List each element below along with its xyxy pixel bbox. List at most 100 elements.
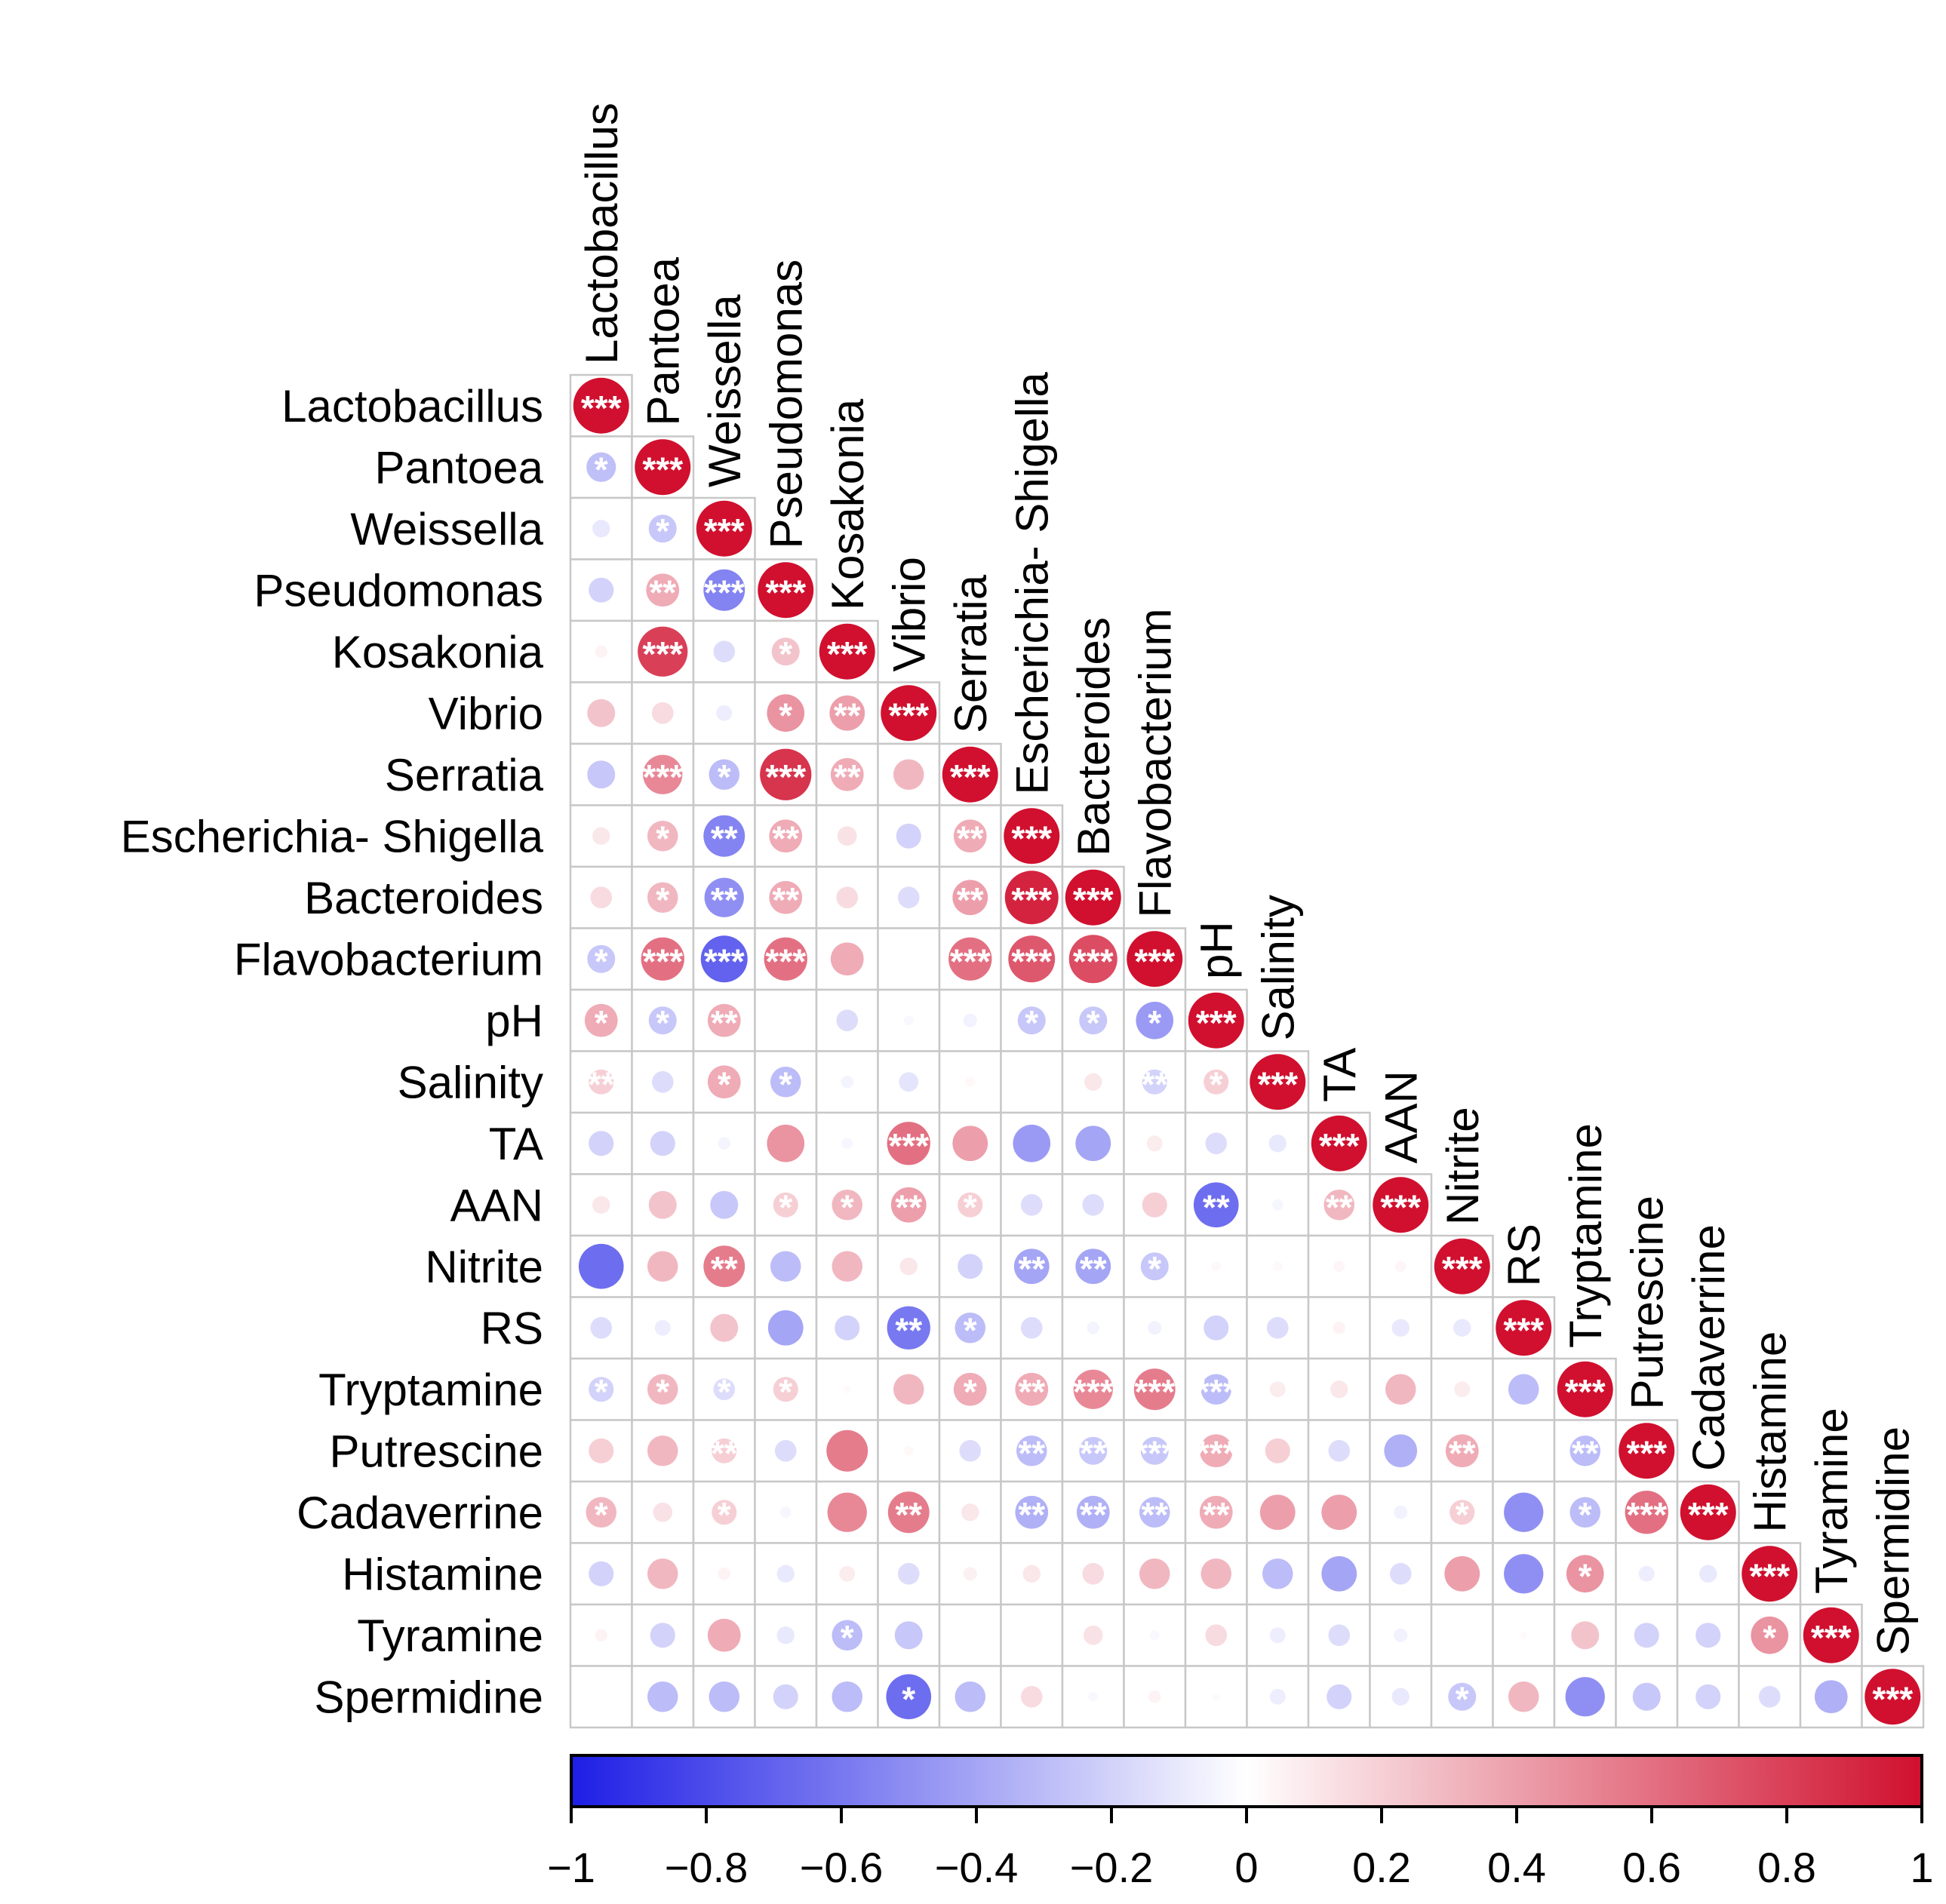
correlation-circle [651, 1070, 674, 1093]
significance-mark: ** [588, 1064, 615, 1104]
correlation-circle [894, 1621, 923, 1650]
correlation-circle [1508, 1374, 1539, 1405]
column-label: Weissella [699, 294, 750, 487]
correlation-circle [592, 827, 610, 845]
significance-mark: * [779, 1064, 792, 1104]
correlation-circle [710, 1313, 739, 1342]
correlation-circle [1373, 1177, 1429, 1233]
significance-mark: ** [1018, 1495, 1045, 1534]
grid-cell [631, 558, 695, 622]
significance-mark: ** [772, 818, 799, 858]
correlation-circle [955, 1681, 986, 1712]
row-label: Nitrite [425, 1242, 543, 1292]
correlation-circle [1333, 1261, 1345, 1273]
correlation-circle [836, 1009, 859, 1032]
correlation-circle [1699, 1565, 1717, 1583]
correlation-circle [1083, 1625, 1103, 1645]
significance-mark: * [964, 1187, 977, 1227]
correlation-circle [887, 1491, 930, 1534]
significance-mark: * [718, 1064, 731, 1104]
correlation-circle [595, 1629, 608, 1642]
significance-mark: ** [1018, 1433, 1045, 1473]
correlation-circle [1448, 1682, 1477, 1711]
correlation-circle [1266, 1316, 1289, 1339]
correlation-circle [1188, 992, 1244, 1049]
column-label: pH [1191, 921, 1242, 979]
correlation-circle [760, 748, 812, 800]
row-label: Kosakonia [332, 627, 544, 677]
correlation-circle [887, 1122, 930, 1165]
grid-cell [569, 742, 633, 806]
significance-mark: ** [1141, 1064, 1168, 1104]
column-label: RS [1499, 1224, 1549, 1286]
column-label: Spermidine [1868, 1426, 1918, 1656]
significance-mark: * [779, 634, 792, 674]
correlation-circle [718, 1567, 731, 1580]
correlation-circle [843, 1385, 851, 1393]
correlation-circle [718, 1137, 731, 1150]
significance-mark: *** [1134, 1433, 1175, 1473]
correlation-circle [712, 1438, 737, 1463]
correlation-circle [896, 823, 921, 849]
correlation-circle [1079, 1006, 1108, 1035]
correlation-circle [1814, 1680, 1848, 1714]
correlation-circle [638, 626, 688, 677]
correlation-circle [650, 1623, 675, 1648]
correlation-circle [832, 1681, 863, 1712]
correlation-circle [1385, 1374, 1416, 1405]
grid-cell [1000, 1480, 1064, 1544]
correlation-circle [1084, 1073, 1102, 1091]
grid-cell [754, 619, 818, 683]
colorbar-tick-label: 1 [1910, 1844, 1933, 1891]
correlation-circle [590, 1316, 613, 1339]
correlation-circle [1200, 1558, 1232, 1589]
colorbar-tick-label: −0.6 [800, 1844, 884, 1891]
correlation-circle [643, 754, 683, 794]
row-label: Spermidine [315, 1672, 544, 1722]
colorbar-tick-label: 0.4 [1487, 1844, 1546, 1891]
correlation-circle [713, 640, 736, 663]
correlation-circle [1211, 1261, 1222, 1272]
correlation-circle [1321, 1494, 1357, 1531]
correlation-circle [829, 695, 865, 731]
column-label: Cadaverrine [1683, 1224, 1734, 1471]
grid-cell [1184, 1050, 1248, 1114]
correlation-circle [1148, 1690, 1161, 1703]
significance-mark: *** [1011, 941, 1052, 981]
correlation-circle [1445, 1434, 1479, 1468]
significance-mark: *** [1688, 1495, 1729, 1534]
correlation-circle [1504, 1492, 1544, 1532]
correlation-circle [1758, 1685, 1781, 1708]
correlation-circle [1079, 1436, 1108, 1465]
significance-mark: *** [827, 634, 868, 674]
correlation-circle [1327, 1684, 1352, 1709]
row-label: Flavobacterium [234, 934, 543, 984]
correlation-circle [1020, 1316, 1043, 1339]
correlation-circle [700, 935, 748, 983]
correlation-circle [1272, 1261, 1283, 1272]
row-label: Putrescine [330, 1426, 543, 1476]
column-label: Pseudomonas [761, 259, 811, 549]
correlation-circle [647, 1681, 678, 1712]
significance-mark: *** [1380, 1187, 1421, 1227]
row-label: Vibrio [429, 688, 543, 739]
correlation-circle [1389, 1562, 1412, 1585]
significance-mark: * [1456, 1679, 1469, 1718]
correlation-circle [1013, 1248, 1050, 1285]
grid-cell [938, 1603, 1002, 1667]
significance-mark: * [1456, 1495, 1469, 1534]
correlation-circle [767, 694, 805, 732]
significance-mark: ** [957, 880, 984, 920]
colorbar-tick-label: −0.2 [1070, 1844, 1154, 1891]
correlation-circle [961, 1503, 979, 1522]
colorbar-gradient [570, 1754, 1923, 1808]
correlation-circle [587, 699, 616, 727]
significance-mark: * [1579, 1495, 1592, 1534]
significance-mark: * [718, 1495, 731, 1534]
grid-cell [1000, 1603, 1064, 1667]
correlation-circle [1259, 1494, 1296, 1531]
colorbar-tick-label: 0.8 [1757, 1844, 1816, 1891]
correlation-circle [897, 1562, 920, 1585]
significance-mark: *** [1872, 1679, 1913, 1718]
grid-cell [1430, 1603, 1494, 1667]
